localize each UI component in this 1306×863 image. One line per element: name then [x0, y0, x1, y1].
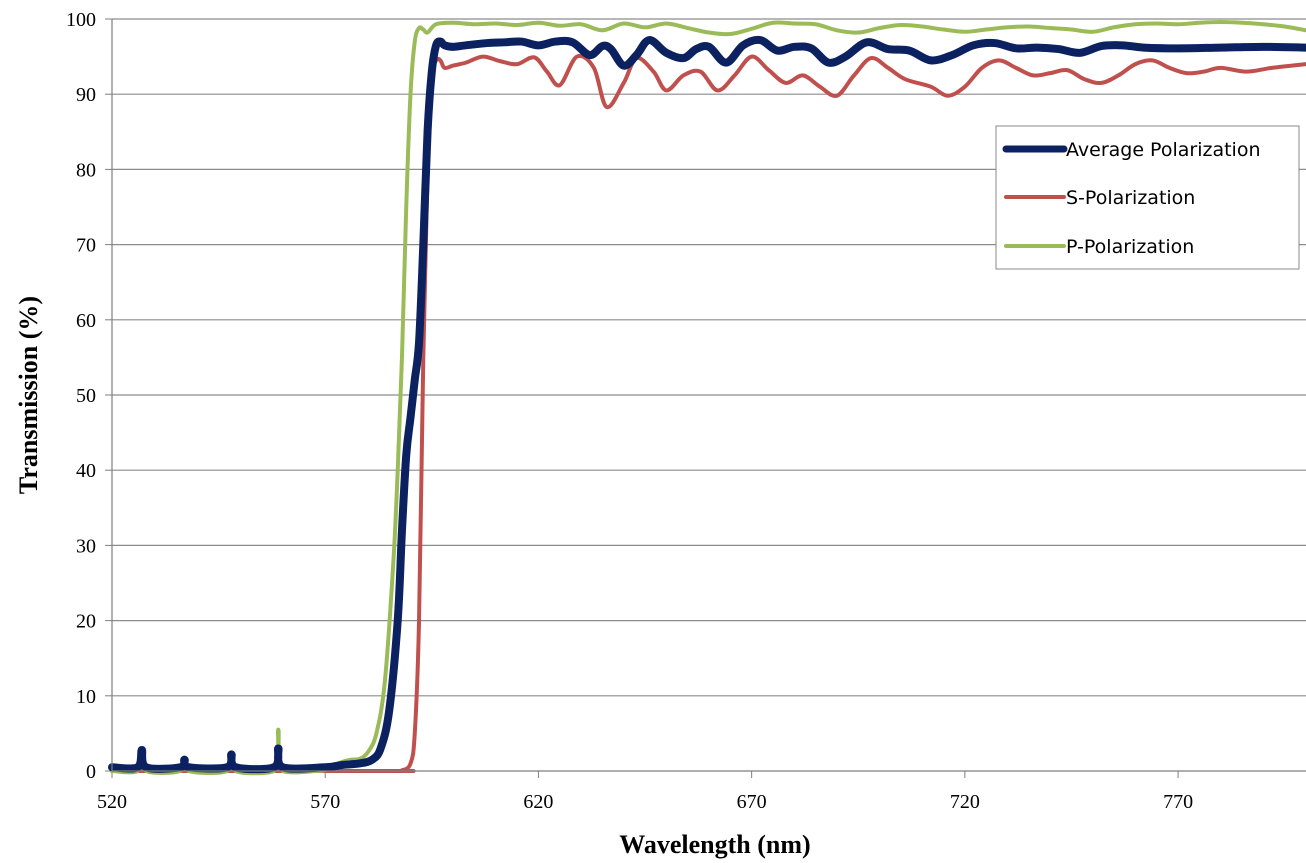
y-tick-label: 90 — [76, 84, 96, 106]
y-axis-ticks: 0 10 20 30 40 50 60 70 80 90 100 — [66, 9, 112, 783]
y-tick-label: 30 — [76, 535, 96, 557]
x-tick-label: 720 — [950, 791, 980, 813]
y-tick-label: 100 — [66, 9, 96, 31]
x-tick-label: 670 — [737, 791, 767, 813]
legend-label-p: P-Polarization — [1066, 236, 1194, 258]
legend-label-average: Average Polarization — [1066, 139, 1261, 161]
y-tick-label: 50 — [76, 385, 96, 407]
axes — [111, 19, 1306, 772]
series-line-average — [108, 35, 1306, 774]
legend-label-s: S-Polarization — [1066, 187, 1195, 209]
x-axis-title: Wavelength (nm) — [619, 830, 810, 859]
legend: Average Polarization S-Polarization P-Po… — [995, 125, 1300, 270]
x-tick-label: 570 — [310, 791, 340, 813]
x-tick-label: 620 — [523, 791, 553, 813]
y-tick-label: 20 — [76, 611, 96, 633]
y-tick-label: 80 — [76, 159, 96, 181]
gridlines — [112, 18, 1306, 697]
y-tick-label: 70 — [76, 235, 96, 257]
y-axis-title: Transmission (%) — [14, 296, 43, 494]
x-tick-label: 520 — [97, 791, 127, 813]
y-tick-label: 40 — [76, 460, 96, 482]
x-tick-label: 770 — [1163, 791, 1193, 813]
y-tick-label: 10 — [76, 686, 96, 708]
x-axis-ticks: 520 570 620 670 720 770 — [97, 771, 1193, 813]
y-tick-label: 60 — [76, 310, 96, 332]
y-tick-label: 0 — [86, 761, 96, 783]
